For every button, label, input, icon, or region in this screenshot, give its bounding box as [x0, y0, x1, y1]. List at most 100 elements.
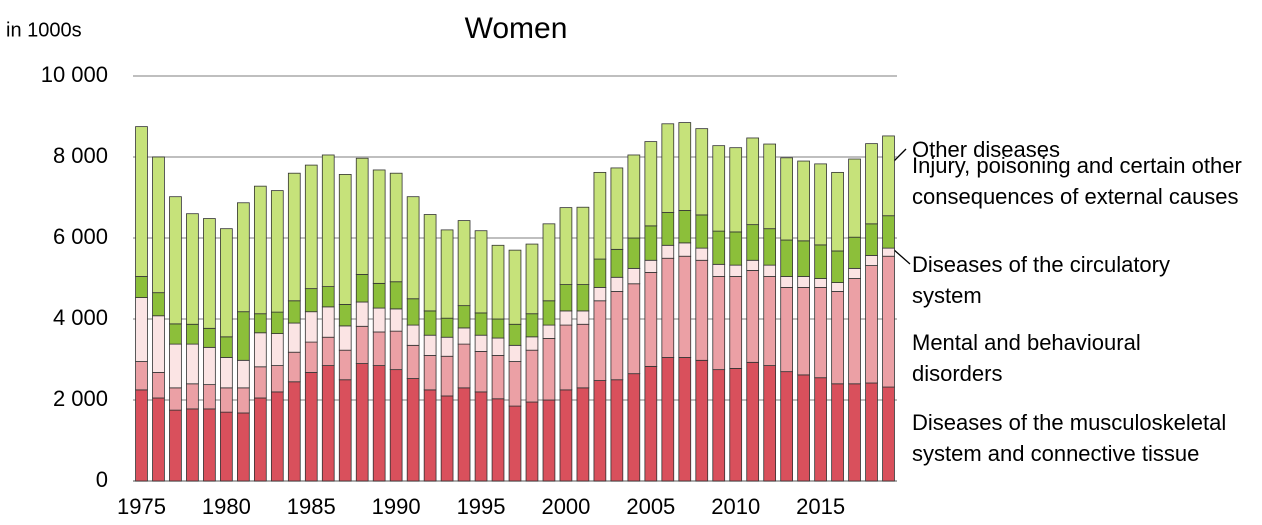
bar-segment: [576, 206, 590, 285]
bar-segment: [270, 311, 284, 334]
bar-segment: [237, 387, 250, 414]
bar-segment: [576, 310, 590, 325]
bar-segment: [559, 324, 573, 391]
bar-segment: [423, 310, 437, 336]
bar-segment: [610, 291, 624, 381]
bar-segment: [372, 282, 386, 309]
y-tick-label: 2 000: [53, 386, 108, 411]
bar-segment: [814, 278, 827, 288]
bar-segment: [355, 157, 369, 275]
bar-segment: [457, 387, 471, 482]
legend-label: Diseases of the circulatory system: [912, 252, 1170, 308]
bar-segment: [169, 409, 182, 482]
bar-segment: [220, 228, 233, 338]
bar-segment: [372, 365, 386, 482]
bar-segment: [355, 301, 369, 327]
bar-segment: [406, 298, 420, 326]
bar-segment: [423, 214, 437, 312]
bar-segment: [559, 389, 573, 482]
bar-segment: [576, 387, 590, 482]
bar-segment: [746, 224, 760, 261]
bar-segment: [355, 274, 369, 303]
bar-segment: [304, 288, 318, 313]
legend-label: Other diseases: [912, 137, 1060, 162]
bar-segment: [457, 220, 471, 307]
bar-segment: [712, 263, 726, 277]
bar-segment: [797, 374, 810, 482]
bar-segment: [304, 372, 318, 482]
bar-segment: [253, 185, 267, 315]
bar-segment: [729, 231, 743, 266]
bar-segment: [321, 306, 335, 338]
bar-segment: [253, 366, 267, 399]
bar-segment: [644, 225, 658, 261]
bar-segment: [814, 244, 827, 279]
bar-segment: [135, 389, 148, 482]
bar-segment: [203, 408, 216, 482]
bar-segment: [423, 355, 437, 391]
bar-segment: [186, 343, 199, 385]
bar-segment: [644, 259, 658, 273]
x-tick-label: 2015: [796, 494, 845, 519]
bar-segment: [406, 344, 420, 379]
bar-segment: [797, 276, 810, 288]
bar-segment: [372, 331, 386, 366]
bar-segment: [576, 323, 590, 389]
bar-segment: [712, 369, 726, 482]
bar-segment: [882, 255, 895, 388]
bar-segment: [440, 229, 454, 319]
bar-segment: [542, 300, 556, 326]
bar-segment: [372, 169, 386, 284]
bar-segment: [372, 307, 386, 333]
bar-segment: [186, 408, 199, 482]
bar-segment: [780, 371, 793, 482]
bar-segment: [882, 215, 895, 249]
bar-segment: [525, 243, 539, 315]
bar-segment: [882, 135, 895, 217]
bar-segment: [610, 248, 624, 278]
bar-segment: [457, 327, 471, 345]
bar-segment: [508, 405, 522, 482]
bar-segment: [627, 283, 641, 375]
bar-segment: [525, 349, 539, 403]
bar-segment: [237, 359, 250, 389]
bar-segment: [186, 383, 199, 410]
bar-segment: [440, 317, 454, 338]
bar-segment: [474, 334, 488, 352]
bar-segment: [814, 377, 827, 482]
bar-segment: [661, 257, 675, 358]
bar-segment: [729, 368, 743, 482]
bar-segment: [627, 267, 641, 285]
bar-segment: [865, 382, 878, 482]
bar-segment: [746, 269, 760, 363]
bar-segment: [287, 351, 301, 383]
bar-segment: [746, 137, 760, 226]
bar-segment: [203, 218, 216, 329]
bar-segment: [389, 172, 403, 283]
bar-segment: [338, 304, 352, 327]
bar-segment: [593, 258, 607, 288]
bar-segment: [644, 272, 658, 367]
bar-segment: [203, 384, 216, 410]
bar-segment: [169, 196, 182, 325]
bar-segment: [508, 249, 522, 325]
bar-segment: [848, 267, 861, 279]
bar-segment: [848, 236, 861, 269]
y-tick-label: 6 000: [53, 224, 108, 249]
bar-segment: [237, 412, 250, 482]
bar-segment: [661, 244, 675, 259]
bar-segment: [270, 333, 284, 366]
bar-segment: [865, 265, 878, 384]
leader-line: [892, 248, 911, 265]
bar-segment: [797, 287, 810, 376]
bar-segment: [542, 324, 556, 339]
bar-segment: [644, 141, 658, 227]
legend-label: Diseases of the musculoskeletal system a…: [912, 410, 1227, 466]
bar-segment: [627, 237, 641, 269]
bar-segment: [831, 383, 844, 482]
y-axis-label: in 1000s: [6, 19, 82, 41]
x-tick-label: 2005: [626, 494, 675, 519]
x-tick-label: 2010: [711, 494, 760, 519]
x-tick-label: 1990: [372, 494, 421, 519]
